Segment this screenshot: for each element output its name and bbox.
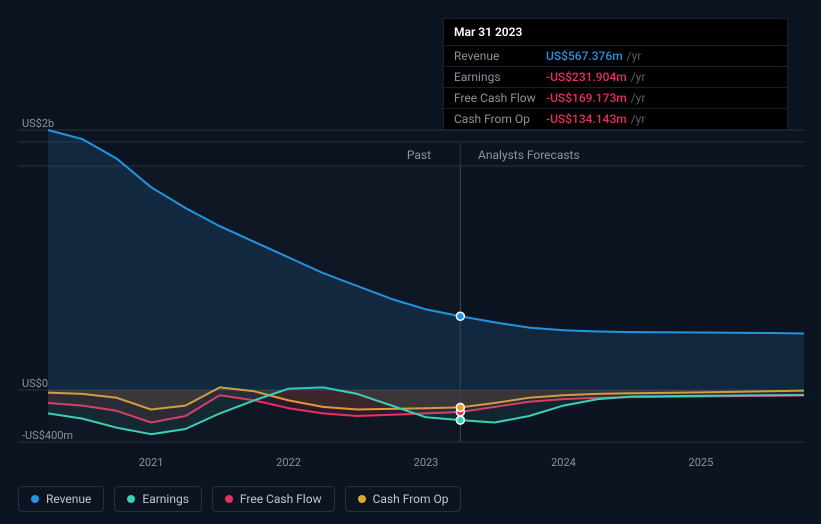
x-axis-label: 2023 — [414, 456, 439, 469]
chart-tooltip: Mar 31 2023 RevenueUS$567.376m/yrEarning… — [443, 18, 788, 130]
legend-item-earnings[interactable]: Earnings — [114, 486, 202, 512]
financial-chart: Past Analysts Forecasts Mar 31 2023 Reve… — [0, 0, 821, 524]
legend-item-free-cash-flow[interactable]: Free Cash Flow — [212, 486, 335, 512]
tooltip-row: Cash From Op-US$134.143m/yr — [444, 108, 787, 129]
tooltip-metric-value: -US$169.173m — [546, 91, 627, 105]
tooltip-metric-unit: /yr — [627, 49, 642, 63]
legend-item-cash-from-op[interactable]: Cash From Op — [345, 486, 462, 512]
x-axis-label: 2025 — [689, 456, 714, 469]
tooltip-metric-unit: /yr — [631, 112, 646, 126]
y-axis-label: -US$400m — [22, 429, 73, 442]
x-axis-label: 2021 — [139, 456, 164, 469]
tooltip-metric-label: Cash From Op — [454, 112, 546, 126]
tooltip-row: Free Cash Flow-US$169.173m/yr — [444, 87, 787, 108]
legend-item-revenue[interactable]: Revenue — [18, 486, 104, 512]
forecast-section-label: Analysts Forecasts — [478, 148, 580, 162]
x-axis-label: 2024 — [551, 456, 576, 469]
tooltip-row: Earnings-US$231.904m/yr — [444, 66, 787, 87]
legend-dot-icon — [31, 495, 39, 503]
tooltip-metric-unit: /yr — [631, 91, 646, 105]
tooltip-metric-label: Earnings — [454, 70, 546, 84]
tooltip-metric-label: Free Cash Flow — [454, 91, 546, 105]
chart-legend: Revenue Earnings Free Cash Flow Cash From O… — [18, 486, 461, 512]
tooltip-metric-value: -US$134.143m — [546, 112, 627, 126]
past-section-label: Past — [407, 148, 431, 162]
tooltip-row: RevenueUS$567.376m/yr — [444, 45, 787, 66]
tooltip-metric-unit: /yr — [631, 70, 646, 84]
tooltip-metric-value: -US$231.904m — [546, 70, 627, 84]
y-axis-label: US$2b — [22, 117, 54, 130]
legend-dot-icon — [127, 495, 135, 503]
legend-label: Earnings — [142, 492, 189, 506]
tooltip-metric-label: Revenue — [454, 49, 546, 63]
x-axis-label: 2022 — [276, 456, 301, 469]
tooltip-metric-value: US$567.376m — [546, 49, 623, 63]
legend-label: Revenue — [46, 492, 91, 506]
y-axis-label: US$0 — [22, 377, 48, 390]
legend-label: Free Cash Flow — [240, 492, 322, 506]
tooltip-date: Mar 31 2023 — [444, 19, 787, 45]
legend-label: Cash From Op — [373, 492, 449, 506]
legend-dot-icon — [225, 495, 233, 503]
legend-dot-icon — [358, 495, 366, 503]
